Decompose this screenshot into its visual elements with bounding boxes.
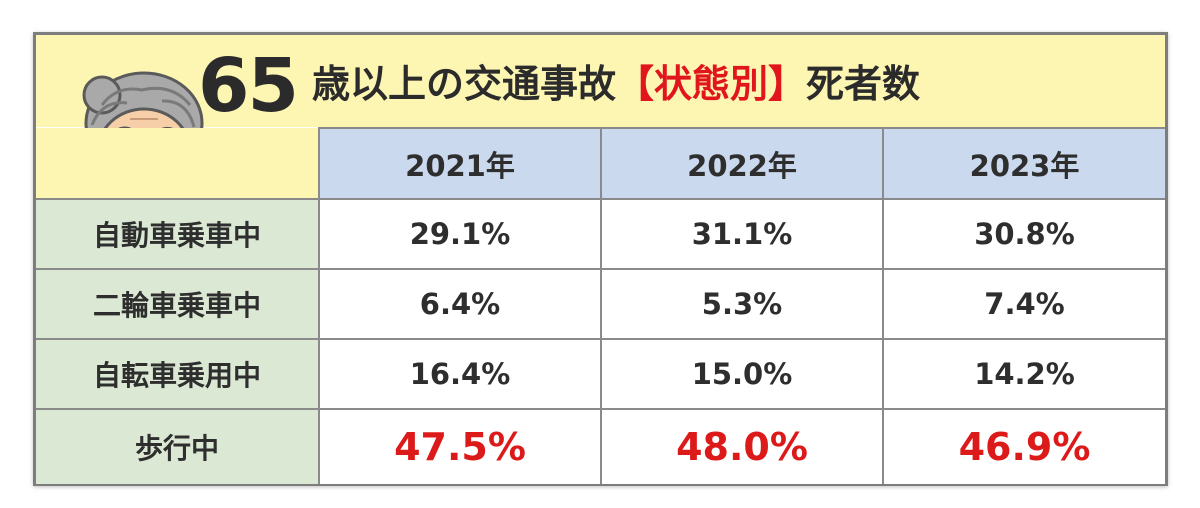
highlight-cell: 48.0%: [600, 408, 884, 484]
table-cell: 31.1%: [600, 198, 884, 270]
title-band: [36, 35, 1165, 127]
table-cell: 14.2%: [882, 338, 1165, 410]
table-cell: 16.4%: [318, 338, 602, 410]
title-accent: 【状態別】: [616, 62, 807, 106]
title-main: 歳以上の交通事故: [312, 62, 617, 106]
row-label: 自転車乗用中: [36, 338, 320, 410]
column-header: 2021年: [318, 127, 602, 200]
table-cell: 7.4%: [882, 268, 1165, 340]
table-cell: 15.0%: [600, 338, 884, 410]
column-header: 2022年: [600, 127, 884, 200]
table-cell: 6.4%: [318, 268, 602, 340]
column-header: 2023年: [882, 127, 1165, 200]
row-label: 自動車乗車中: [36, 198, 320, 270]
infographic-card: 65 歳以上の交通事故【状態別】死者数 2021年 2022年 2023年 自動…: [33, 32, 1168, 486]
corner-cell: [36, 128, 320, 200]
table-cell: 29.1%: [318, 198, 602, 270]
table-row: 自動車乗車中 29.1% 31.1% 30.8%: [36, 198, 1165, 270]
row-label: 二輪車乗車中: [36, 268, 320, 340]
fatality-table: 2021年 2022年 2023年 自動車乗車中 29.1% 31.1% 30.…: [36, 127, 1165, 484]
table-row: 二輪車乗車中 6.4% 5.3% 7.4%: [36, 268, 1165, 340]
row-label: 歩行中: [36, 408, 320, 484]
table-cell: 30.8%: [882, 198, 1165, 270]
table-row: 歩行中 47.5% 48.0% 46.9%: [36, 408, 1165, 484]
table-cell: 5.3%: [600, 268, 884, 340]
age-number: 65: [198, 43, 299, 129]
page-title: 歳以上の交通事故【状態別】死者数: [312, 62, 920, 106]
highlight-cell: 47.5%: [318, 408, 602, 484]
header-row: 2021年 2022年 2023年: [36, 127, 1165, 200]
table-row: 自転車乗用中 16.4% 15.0% 14.2%: [36, 338, 1165, 410]
highlight-cell: 46.9%: [882, 408, 1165, 484]
title-suffix: 死者数: [806, 62, 921, 106]
